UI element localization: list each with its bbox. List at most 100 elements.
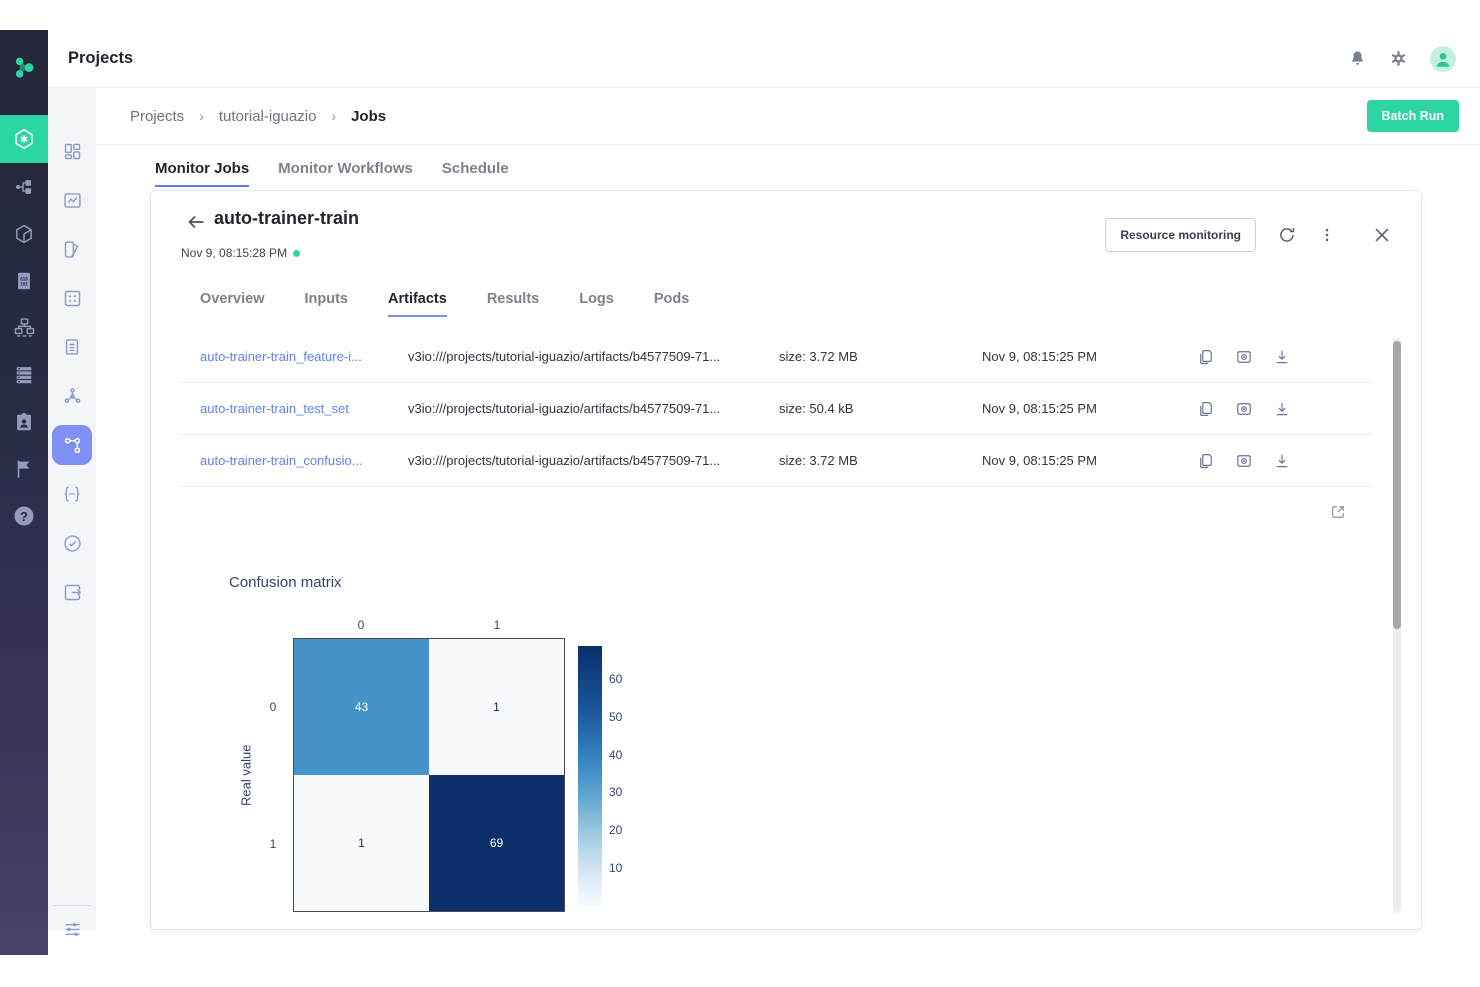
download-icon[interactable]: [1273, 348, 1291, 366]
colorbar-tick: 30: [609, 785, 623, 799]
tab-inputs[interactable]: Inputs: [304, 291, 349, 307]
y-tick: 0: [269, 699, 277, 714]
artifact-name-link[interactable]: auto-trainer-train_test_set: [200, 401, 349, 416]
job-timestamp-text: Nov 9, 08:15:28 PM: [181, 246, 288, 260]
nav-help-icon[interactable]: ?: [0, 492, 48, 539]
svg-text:101: 101: [20, 281, 28, 286]
tab-monitor-workflows[interactable]: Monitor Workflows: [278, 160, 413, 177]
preview-eye-icon[interactable]: [1235, 400, 1253, 418]
colorbar-tick: 50: [609, 710, 623, 724]
chart-y-axis-title: Real value: [238, 744, 254, 806]
copy-icon[interactable]: [1197, 348, 1215, 366]
y-tick: 1: [269, 836, 277, 851]
tab-monitor-jobs[interactable]: Monitor Jobs: [155, 160, 250, 187]
monitor-tabs: Monitor Jobs Monitor Workflows Schedule: [155, 160, 509, 187]
tab-results[interactable]: Results: [486, 291, 540, 307]
confusion-matrix-heatmap: 43 1 1 69: [293, 638, 565, 912]
breadcrumb-separator: ›: [199, 108, 204, 124]
nav-projects-hexagon[interactable]: [0, 115, 48, 163]
colorbar-tick: 20: [609, 823, 623, 837]
copy-icon[interactable]: [1197, 400, 1215, 418]
feature-store-palette-icon[interactable]: [52, 229, 92, 269]
breadcrumb-project-name[interactable]: tutorial-iguazio: [218, 107, 317, 125]
primary-sidebar: 010 101 ?: [0, 30, 48, 955]
chart-x-axis-labels: 0 1: [293, 618, 565, 632]
chart-y-axis-labels: 0 1: [263, 638, 283, 912]
artifact-size: size: 3.72 MB: [779, 453, 858, 468]
download-icon[interactable]: [1273, 452, 1291, 470]
models-network-icon[interactable]: [52, 376, 92, 416]
artifact-path: v3io:///projects/tutorial-iguazio/artifa…: [408, 349, 721, 364]
job-title: auto-trainer-train: [214, 208, 360, 228]
bell-icon[interactable]: [1348, 49, 1367, 68]
tab-logs[interactable]: Logs: [579, 291, 614, 307]
preview-eye-icon[interactable]: [1235, 348, 1253, 366]
download-icon[interactable]: [1273, 400, 1291, 418]
tab-artifacts[interactable]: Artifacts: [388, 291, 447, 317]
table-row: auto-trainer-train_confusio... v3io:///p…: [179, 435, 1372, 487]
top-header: Projects: [48, 30, 1480, 88]
nav-flag-icon[interactable]: [0, 445, 48, 492]
nav-package-hexagon-icon[interactable]: [0, 210, 48, 257]
gear-icon[interactable]: [1389, 49, 1408, 68]
svg-text:?: ?: [20, 508, 28, 523]
documents-file-icon[interactable]: [52, 327, 92, 367]
jobs-workflows-icon[interactable]: [52, 425, 92, 465]
resource-monitoring-button[interactable]: Resource monitoring: [1105, 218, 1256, 252]
monitoring-chart-icon[interactable]: [52, 180, 92, 220]
kebab-menu-icon[interactable]: [1318, 226, 1336, 244]
tab-pods[interactable]: Pods: [653, 291, 690, 307]
nav-contact-badge-icon[interactable]: [0, 398, 48, 445]
secondary-sidebar: [48, 88, 96, 936]
nav-network-share-icon[interactable]: [0, 163, 48, 210]
job-timestamp: Nov 9, 08:15:28 PM: [181, 246, 301, 260]
tab-schedule[interactable]: Schedule: [441, 160, 509, 177]
scrollbar-thumb[interactable]: [1393, 341, 1401, 629]
nav-binary-data-icon[interactable]: 010 101: [0, 257, 48, 304]
breadcrumb-bar: Projects › tutorial-iguazio › Jobs Batch…: [96, 88, 1480, 145]
functions-braces-icon[interactable]: [52, 474, 92, 514]
project-home-grid-icon[interactable]: [52, 131, 92, 171]
copy-icon[interactable]: [1197, 452, 1215, 470]
matrix-cell-0-1: 1: [429, 639, 564, 775]
artifact-name-link[interactable]: auto-trainer-train_confusio...: [200, 453, 363, 468]
artifact-size: size: 50.4 kB: [779, 401, 854, 416]
iguazio-logo-icon[interactable]: [0, 30, 48, 115]
artifact-name-link[interactable]: auto-trainer-train_feature-i...: [200, 349, 362, 364]
artifacts-table: auto-trainer-train_feature-i... v3io:///…: [179, 331, 1372, 487]
refresh-icon[interactable]: [1277, 225, 1297, 245]
matrix-cell-1-0: 1: [294, 775, 429, 911]
chart-title: Confusion matrix: [229, 574, 342, 591]
back-arrow-icon[interactable]: [184, 210, 208, 234]
x-tick: 1: [493, 618, 501, 632]
breadcrumb: Projects › tutorial-iguazio › Jobs: [130, 108, 386, 125]
real-time-clock-icon[interactable]: [52, 523, 92, 563]
matrix-cell-1-1: 69: [429, 775, 564, 911]
job-detail-panel: auto-trainer-train Nov 9, 08:15:28 PM Re…: [150, 190, 1422, 930]
colorbar-tick: 10: [609, 861, 623, 875]
colorbar: [578, 646, 602, 906]
colorbar-tick: 60: [609, 672, 623, 686]
api-gateway-share-icon[interactable]: [52, 572, 92, 612]
nav-server-stack-icon[interactable]: [0, 351, 48, 398]
open-external-icon[interactable]: [1329, 503, 1347, 521]
detail-actions: Resource monitoring: [1105, 218, 1393, 252]
detail-tabs: Overview Inputs Artifacts Results Logs P…: [200, 291, 689, 317]
breadcrumb-separator: ›: [331, 108, 337, 124]
page-title: Projects: [68, 49, 134, 67]
svg-text:010: 010: [20, 276, 28, 281]
preview-eye-icon[interactable]: [1235, 452, 1253, 470]
sidebar-divider: [54, 905, 90, 906]
close-icon[interactable]: [1371, 224, 1393, 246]
project-settings-sliders-icon[interactable]: [52, 909, 92, 949]
tab-overview[interactable]: Overview: [200, 291, 265, 307]
breadcrumb-projects[interactable]: Projects: [130, 107, 185, 125]
matrix-cell-0-0: 43: [294, 639, 429, 775]
nav-cluster-nodes-icon[interactable]: [0, 304, 48, 351]
user-avatar-icon[interactable]: [1430, 45, 1456, 72]
datasets-table-icon[interactable]: [52, 278, 92, 318]
scrollbar-track[interactable]: [1393, 338, 1401, 913]
artifact-updated: Nov 9, 08:15:25 PM: [982, 453, 1097, 468]
table-row: auto-trainer-train_feature-i... v3io:///…: [179, 331, 1372, 383]
batch-run-button[interactable]: Batch Run: [1366, 100, 1459, 132]
